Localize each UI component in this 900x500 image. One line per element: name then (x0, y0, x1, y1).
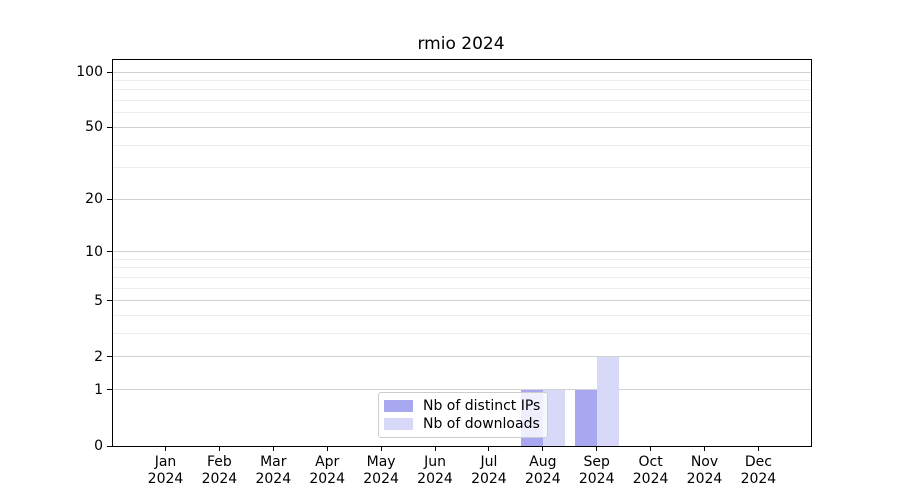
y-tick (107, 198, 113, 200)
x-tick (704, 446, 705, 451)
gridline-minor (113, 89, 811, 91)
x-tick-label: May 2024 (363, 454, 399, 487)
x-tick-label: Jul 2024 (471, 454, 507, 487)
y-tick (107, 126, 113, 128)
x-tick (434, 446, 436, 451)
legend-label-distinct-ips: Nb of distinct IPs (423, 398, 541, 414)
y-tick-label: 2 (94, 348, 103, 365)
gridline-major (113, 389, 811, 391)
gridline-major (113, 300, 811, 302)
x-tick-label: Aug 2024 (524, 454, 561, 487)
x-tick-label: Sep 2024 (578, 454, 615, 487)
gridline-minor (113, 276, 811, 278)
x-tick (326, 446, 328, 451)
x-tick (542, 446, 544, 451)
legend: Nb of distinct IPs Nb of downloads (378, 392, 549, 438)
y-tick (107, 71, 113, 73)
gridline-minor (113, 267, 811, 269)
y-tick (107, 251, 113, 253)
x-tick-label: Nov 2024 (686, 454, 723, 487)
gridline-minor (113, 79, 811, 81)
chart-title: rmio 2024 (417, 34, 505, 54)
y-tick (107, 389, 113, 391)
y-tick-label: 0 (94, 438, 103, 454)
x-tick (380, 446, 382, 451)
legend-item-distinct-ips: Nb of distinct IPs (384, 397, 543, 415)
legend-label-downloads: Nb of downloads (423, 416, 540, 432)
bars-layer (113, 60, 811, 446)
gridline-major (113, 251, 811, 253)
gridline-minor (113, 100, 811, 102)
y-tick-label: 100 (76, 64, 103, 80)
legend-swatch-distinct-ips (384, 400, 413, 412)
bar-nb-of-downloads-aug (542, 389, 565, 446)
bar-nb-of-downloads-sep (596, 356, 619, 446)
gridline-major (113, 356, 811, 358)
y-tick-label: 1 (94, 381, 103, 398)
legend-item-downloads: Nb of downloads (384, 415, 543, 433)
gridline-minor (113, 333, 811, 335)
x-tick-label: Mar 2024 (255, 454, 292, 487)
y-axis: 0 1 2 5 10 20 50 100 (76, 60, 811, 454)
gridline-minor (113, 315, 811, 317)
x-tick-label: Oct 2024 (632, 454, 669, 487)
y-tick (107, 445, 113, 447)
x-axis: Jan 2024 Feb 2024 Mar 2024 Apr 2024 May 2024… (113, 60, 811, 487)
x-tick (650, 446, 652, 451)
y-tick-label: 10 (85, 243, 103, 260)
x-tick (218, 446, 220, 451)
x-tick-label: Jun 2024 (417, 454, 453, 487)
gridline-minor (113, 144, 811, 146)
x-tick-label: Feb 2024 (201, 454, 238, 487)
x-tick (596, 446, 598, 451)
x-tick (488, 446, 490, 451)
gridline-minor (113, 287, 811, 289)
x-tick (272, 446, 274, 451)
x-tick-label: Apr 2024 (309, 454, 345, 487)
y-tick (107, 356, 113, 358)
y-tick-label: 50 (85, 119, 103, 136)
x-tick-label: Jan 2024 (147, 454, 184, 487)
y-tick-label: 5 (94, 292, 103, 309)
x-tick-label: Dec 2024 (740, 454, 777, 487)
gridline-minor (113, 112, 811, 114)
gridline-major (113, 198, 811, 200)
gridlines-layer (113, 60, 811, 446)
gridline-major (113, 71, 811, 73)
plot-area: 0 1 2 5 10 20 50 100 Jan 2024 Feb 2024 Mar 2024 Ap… (76, 59, 812, 487)
gridline-minor (113, 258, 811, 260)
x-tick (757, 446, 759, 451)
x-tick (165, 446, 166, 451)
gridline-minor (113, 167, 811, 169)
legend-swatch-downloads (384, 418, 413, 430)
bar-nb-of-distinct-ips-sep (574, 389, 597, 446)
y-tick (107, 300, 113, 302)
gridline-major (113, 126, 811, 128)
y-tick-label: 20 (85, 191, 103, 208)
